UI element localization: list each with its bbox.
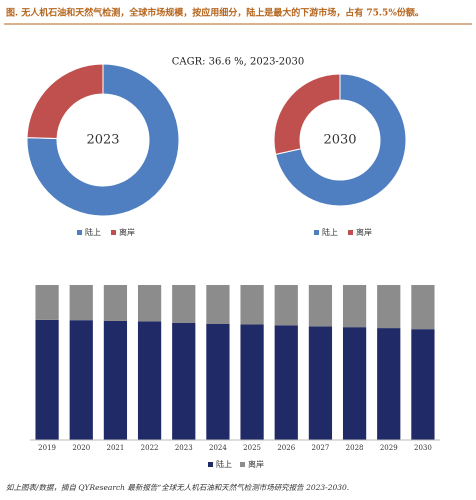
legend-label: 离岸: [356, 227, 372, 237]
legend-swatch: [77, 230, 82, 235]
bar-segment: [308, 285, 333, 327]
legend-label: 离岸: [119, 227, 135, 237]
legend-swatch: [314, 230, 319, 235]
bar-segment: [206, 323, 230, 440]
bar-segment: [172, 285, 196, 323]
x-tick-label: 2020: [72, 444, 90, 452]
legend-swatch: [111, 230, 116, 235]
bar-segment: [35, 319, 59, 440]
bar-segment: [35, 285, 59, 320]
legend-swatch: [208, 462, 213, 467]
x-tick-label: 2030: [414, 444, 432, 452]
bar-segment: [411, 285, 435, 330]
x-tick-label: 2027: [312, 444, 330, 452]
source-note: 如上图表/数据，摘自 QYResearch 最新报告“全球无人机石油和天然气检测…: [6, 483, 349, 492]
bar-segment: [69, 285, 93, 321]
x-tick-label: 2028: [346, 444, 364, 452]
legend-label: 离岸: [248, 459, 264, 469]
bar-segment: [342, 327, 367, 440]
bar-segment: [274, 325, 298, 440]
bar-segment: [274, 285, 298, 326]
subtitle: CAGR: 36.6 %, 2023-2030: [172, 57, 305, 68]
bar-segment: [377, 328, 401, 440]
donut-center-label: 2030: [323, 133, 356, 148]
bar-segment: [377, 285, 401, 329]
donut-slice: [26, 63, 104, 140]
donut-center-label: 2023: [86, 133, 119, 148]
bar-segment: [103, 285, 128, 321]
legend-swatch: [348, 230, 353, 235]
x-tick-label: 2029: [380, 444, 398, 452]
x-tick-label: 2021: [107, 444, 125, 452]
x-tick-label: 2023: [175, 444, 193, 452]
x-tick-label: 2026: [277, 444, 295, 452]
bar-segment: [308, 326, 333, 440]
bar-segment: [137, 321, 162, 440]
donut-slice: [274, 73, 407, 207]
legend-swatch: [240, 462, 245, 467]
donut-slice: [273, 73, 341, 155]
title: 图. 无人机石油和天然气检测，全球市场规模，按应用细分，陆上是最大的下游市场，占…: [6, 7, 424, 19]
donut-slice: [26, 63, 180, 217]
bar-segment: [69, 320, 93, 440]
x-tick-label: 2019: [38, 444, 56, 452]
bar-segment: [342, 285, 367, 328]
bar-segment: [206, 285, 230, 324]
x-tick-label: 2022: [141, 444, 159, 452]
bar-segment: [137, 285, 162, 322]
legend-label: 陆上: [216, 459, 232, 469]
bar-segment: [240, 324, 264, 440]
bar-segment: [103, 320, 128, 440]
bar-segment: [240, 285, 264, 325]
legend-label: 陆上: [322, 227, 338, 237]
bar-segment: [172, 322, 196, 440]
bar-segment: [411, 329, 435, 440]
legend-label: 陆上: [85, 227, 101, 237]
x-tick-label: 2024: [209, 444, 227, 452]
x-tick-label: 2025: [243, 444, 261, 452]
